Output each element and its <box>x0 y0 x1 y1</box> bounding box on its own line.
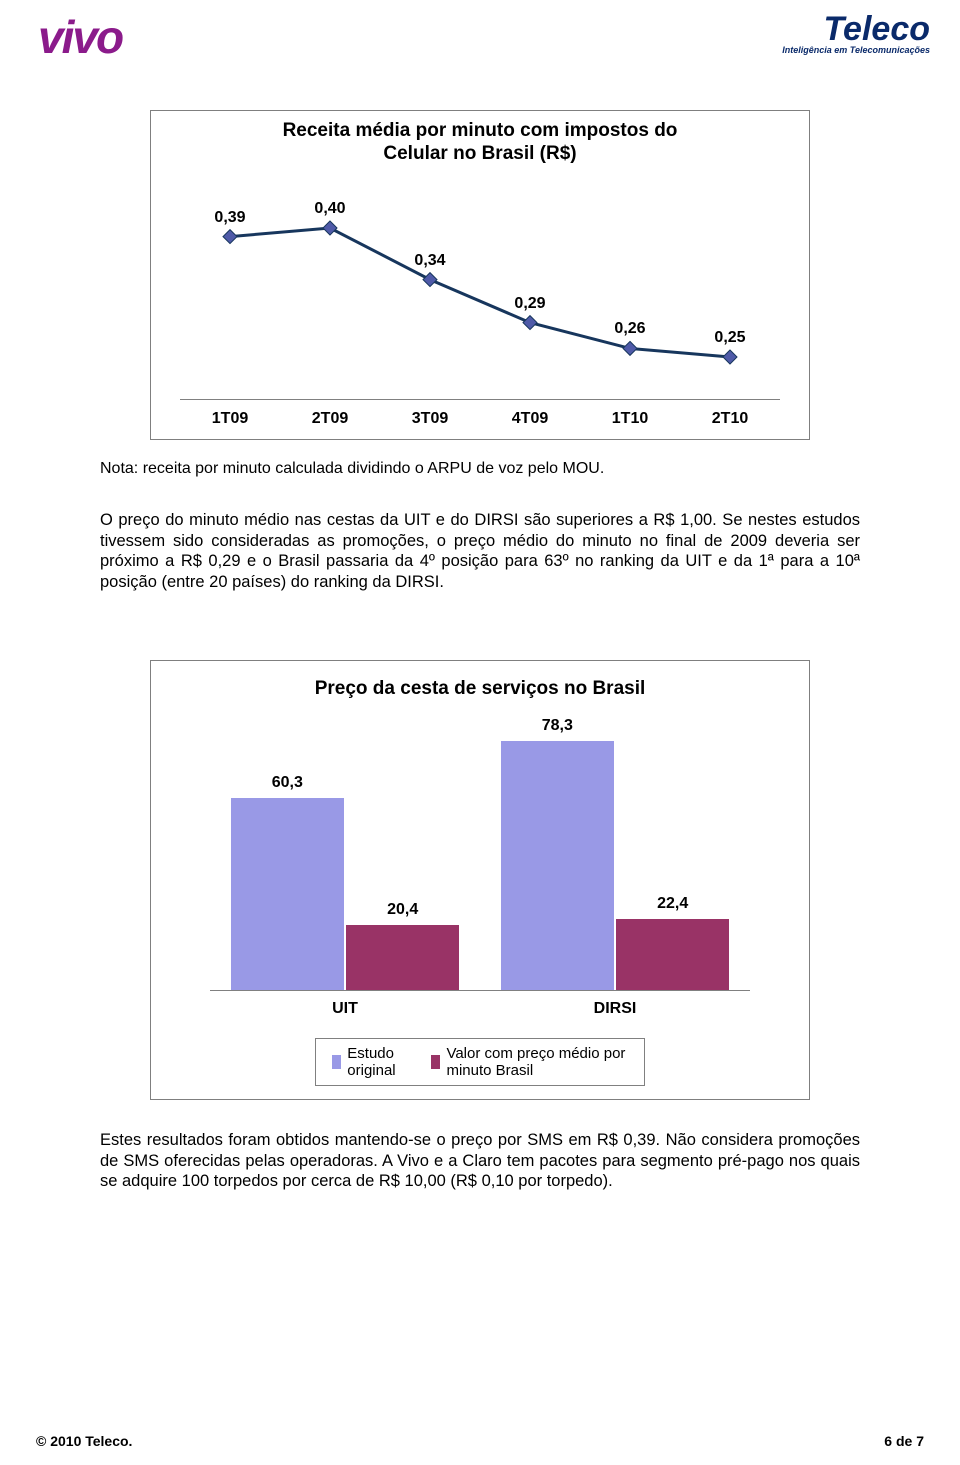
footer-page-number: 6 de 7 <box>884 1433 924 1449</box>
legend-label-0: Estudo original <box>347 1045 413 1079</box>
chart2-x-label: UIT <box>332 1000 358 1018</box>
chart1-x-label: 2T09 <box>312 410 348 428</box>
chart1-value-label: 0,34 <box>414 252 445 270</box>
chart1-x-label: 2T10 <box>712 410 748 428</box>
legend-swatch-0 <box>332 1055 341 1069</box>
chart2-bar <box>346 925 459 990</box>
chart2-bar <box>231 798 344 990</box>
teleco-tagline: Inteligência em Telecomunicações <box>782 45 930 55</box>
chart1-title-line1: Receita média por minuto com impostos do <box>283 120 678 141</box>
chart1-value-label: 0,40 <box>314 200 345 218</box>
chart-line-receita: Receita média por minuto com impostos do… <box>150 110 810 440</box>
chart1-plot-area <box>180 185 780 400</box>
chart1-title-line2: Celular no Brasil (R$) <box>383 143 576 164</box>
chart2-title: Preço da cesta de serviços no Brasil <box>150 678 810 700</box>
chart2-bar <box>616 919 729 990</box>
legend-item-0: Estudo original <box>332 1045 413 1079</box>
paragraph-2: Estes resultados foram obtidos mantendo-… <box>100 1130 860 1192</box>
chart1-x-label: 1T10 <box>612 410 648 428</box>
teleco-brand: Teleco <box>782 10 930 49</box>
header: vivo Teleco Inteligência em Telecomunica… <box>30 10 930 70</box>
legend-swatch-1 <box>431 1055 440 1069</box>
chart2-bar-label: 60,3 <box>272 774 303 792</box>
footer-copyright: © 2010 Teleco. <box>36 1433 132 1449</box>
chart2-x-label: DIRSI <box>594 1000 637 1018</box>
chart2-bar-label: 20,4 <box>387 901 418 919</box>
chart2-bar-label: 78,3 <box>542 717 573 735</box>
page: vivo Teleco Inteligência em Telecomunica… <box>0 0 960 1465</box>
paragraph-1: O preço do minuto médio nas cestas da UI… <box>100 510 860 593</box>
chart1-x-label: 1T09 <box>212 410 248 428</box>
chart1-x-label: 3T09 <box>412 410 448 428</box>
chart1-title: Receita média por minuto com impostos do… <box>150 120 810 166</box>
chart2-bar <box>501 741 614 990</box>
chart1-value-label: 0,29 <box>514 295 545 313</box>
chart2-legend: Estudo original Valor com preço médio po… <box>315 1038 645 1086</box>
chart1-value-label: 0,26 <box>614 320 645 338</box>
legend-label-1: Valor com preço médio por minuto Brasil <box>446 1045 628 1079</box>
chart1-value-label: 0,25 <box>714 329 745 347</box>
chart1-note: Nota: receita por minuto calculada divid… <box>100 460 604 478</box>
chart1-x-label: 4T09 <box>512 410 548 428</box>
teleco-logo: Teleco Inteligência em Telecomunicações <box>782 10 930 55</box>
chart2-plot-area: 60,3 20,4 78,3 22,4 <box>210 720 750 991</box>
vivo-logo: vivo <box>38 10 122 64</box>
legend-item-1: Valor com preço médio por minuto Brasil <box>431 1045 628 1079</box>
chart1-value-label: 0,39 <box>214 209 245 227</box>
chart-bar-preco-cesta: Preço da cesta de serviços no Brasil 60,… <box>150 660 810 1100</box>
chart2-bar-label: 22,4 <box>657 895 688 913</box>
